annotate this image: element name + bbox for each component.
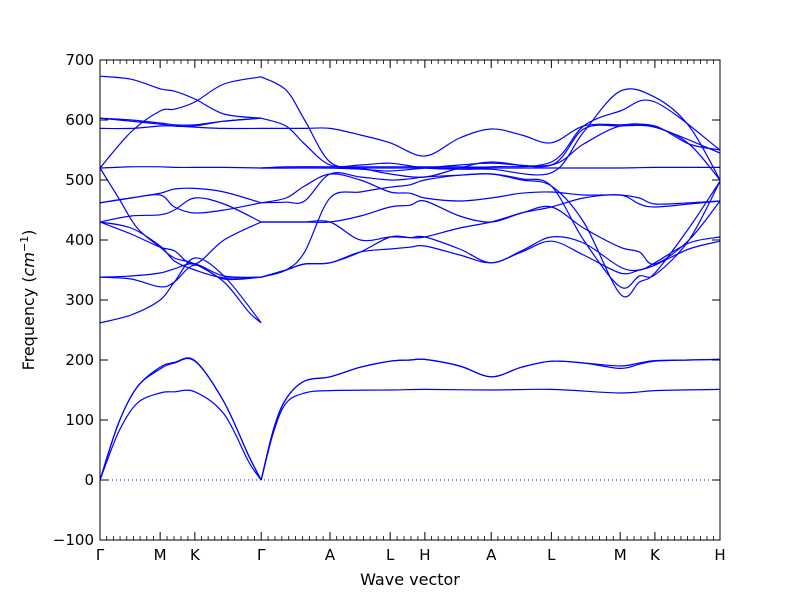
branch-line-19	[99, 117, 262, 126]
branch-line-15	[99, 166, 262, 169]
y-tick-label: 600	[65, 111, 94, 129]
y-tick-label: 300	[65, 291, 94, 309]
y-tick-label: 100	[65, 411, 94, 429]
x-tick-label: H	[714, 546, 725, 564]
branch-line-3	[99, 389, 262, 481]
branch-line-25	[261, 200, 721, 265]
dispersion-branches	[99, 75, 721, 481]
branch-line-33	[261, 88, 721, 181]
y-axis-label-text: Frequency (	[19, 276, 38, 370]
x-tick-label: L	[386, 546, 395, 564]
x-tick-label: L	[547, 546, 556, 564]
branch-line-32	[261, 123, 721, 157]
branch-line-23	[261, 235, 721, 278]
y-tick-label: −100	[53, 531, 94, 549]
branch-line-16	[99, 167, 262, 324]
y-axis-ticks: −100 0 100 200 300 400 500 600 700	[53, 51, 720, 549]
branch-line-24	[261, 194, 721, 224]
x-tick-label: A	[486, 546, 497, 564]
branch-line-28	[261, 173, 721, 205]
y-axis-label-close: )	[19, 230, 38, 236]
x-axis-label: Wave vector	[360, 570, 460, 589]
plot-area	[100, 60, 720, 540]
y-tick-label: 500	[65, 171, 94, 189]
x-tick-label: Γ	[257, 546, 266, 564]
branch-line-20	[99, 76, 262, 169]
branch-line-9	[99, 264, 262, 288]
branch-line-12	[99, 197, 262, 223]
branch-line-11	[99, 221, 262, 265]
x-tick-label: Γ	[96, 546, 105, 564]
minor-ticks	[106, 60, 714, 540]
x-tick-label: A	[325, 546, 336, 564]
x-tick-label: M	[154, 546, 167, 564]
branch-line-2	[99, 357, 262, 481]
x-tick-label: K	[650, 546, 661, 564]
branch-line-34	[260, 76, 721, 181]
branch-line-21	[99, 75, 262, 119]
branch-line-6	[260, 388, 721, 481]
x-tick-label: M	[614, 546, 627, 564]
y-tick-label: 700	[65, 51, 94, 69]
y-tick-label: 0	[84, 471, 94, 489]
y-tick-label: 400	[65, 231, 94, 249]
branch-line-5	[260, 358, 721, 481]
x-tick-label: H	[419, 546, 430, 564]
y-axis-label: Frequency (cm−1)	[18, 230, 38, 371]
branch-line-14	[99, 187, 262, 204]
branch-line-10	[99, 221, 262, 279]
branch-line-8	[99, 263, 262, 278]
y-tick-label: 200	[65, 351, 94, 369]
x-tick-label: K	[190, 546, 201, 564]
branch-line-31	[261, 99, 721, 169]
y-axis-label-unit: cm	[19, 252, 38, 276]
branch-line-27	[261, 172, 721, 289]
y-axis-label-exponent: −1	[18, 236, 31, 252]
